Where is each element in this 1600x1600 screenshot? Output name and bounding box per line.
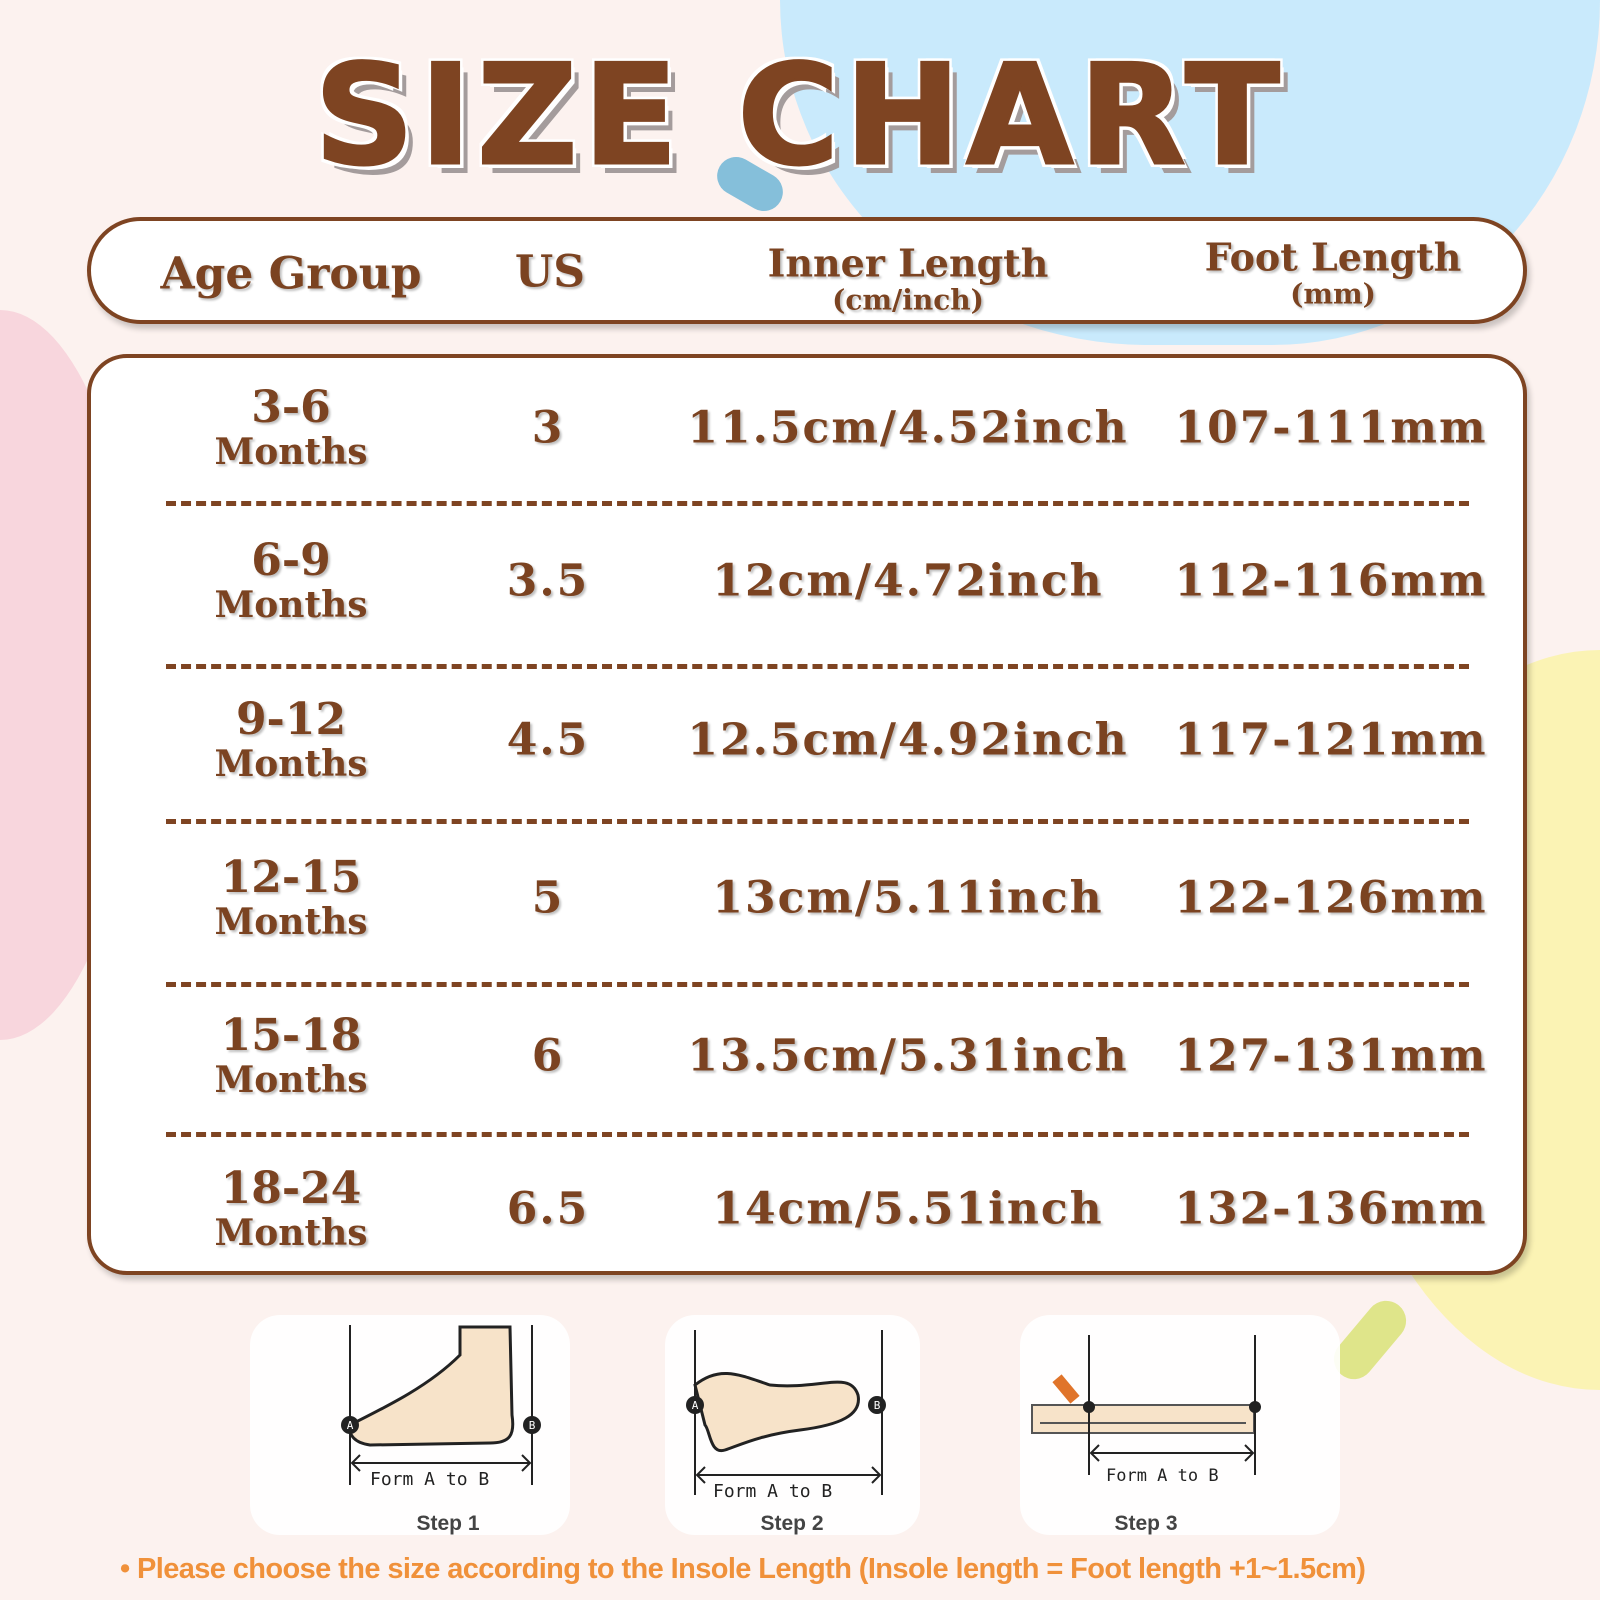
foot-length-cell: 132-136mm: [1174, 1183, 1488, 1235]
us-size-cell: 6: [531, 1030, 565, 1082]
us-size-cell: 3.5: [506, 555, 590, 607]
svg-text:B: B: [874, 1399, 881, 1412]
age-unit: Months: [214, 901, 368, 943]
age-cell: 18-24 Months: [214, 1163, 368, 1254]
age-unit: Months: [214, 584, 368, 626]
row-divider: [166, 819, 1469, 824]
inner-length-cell: 13.5cm/5.31inch: [687, 1030, 1129, 1082]
header-foot-length-unit: (mm): [1290, 277, 1376, 311]
inner-length-cell: 14cm/5.51inch: [712, 1183, 1104, 1235]
us-size-cell: 3: [531, 402, 565, 454]
row-divider: [166, 664, 1469, 669]
header-foot-length: Foot Length (mm): [1205, 235, 1462, 310]
step-3-label: Step 3: [1114, 1512, 1178, 1535]
us-size-cell: 4.5: [506, 714, 590, 766]
foot-length-cell: 107-111mm: [1174, 402, 1488, 454]
header-us: US: [514, 246, 586, 298]
svg-text:A: A: [347, 1419, 354, 1432]
header-foot-length-label: Foot Length: [1204, 234, 1462, 280]
inner-length-cell: 12cm/4.72inch: [712, 555, 1104, 607]
age-cell: 3-6 Months: [214, 382, 368, 473]
header-inner-length-label: Inner Length: [767, 240, 1049, 286]
step-2-caption: Form A to B: [713, 1481, 832, 1502]
foot-length-cell: 127-131mm: [1174, 1030, 1488, 1082]
age-range: 9-12: [235, 694, 347, 745]
inner-length-cell: 12.5cm/4.92inch: [687, 714, 1129, 766]
step-1-caption: Form A to B: [370, 1469, 489, 1490]
header-inner-length-unit: (cm/inch): [832, 283, 984, 317]
age-unit: Months: [214, 431, 368, 473]
foot-top-icon: A B Form A to B: [686, 1330, 886, 1502]
age-unit: Months: [214, 1212, 368, 1254]
age-cell: 9-12 Months: [214, 694, 368, 785]
sizing-note: • Please choose the size according to th…: [120, 1553, 1366, 1585]
age-cell: 15-18 Months: [214, 1010, 368, 1101]
age-range: 6-9: [251, 535, 331, 586]
age-range: 3-6: [251, 382, 331, 433]
row-divider: [166, 982, 1469, 987]
header-age-group: Age Group: [160, 248, 422, 300]
row-divider: [166, 1132, 1469, 1137]
step-1-label: Step 1: [416, 1512, 480, 1535]
foot-side-icon: A B Form A to B: [341, 1325, 541, 1490]
us-size-cell: 6.5: [506, 1183, 590, 1235]
age-cell: 6-9 Months: [214, 535, 368, 626]
foot-length-cell: 112-116mm: [1174, 555, 1488, 607]
header-inner-length: Inner Length (cm/inch): [768, 241, 1049, 316]
svg-text:A: A: [692, 1399, 699, 1412]
foot-length-cell: 117-121mm: [1174, 714, 1488, 766]
age-unit: Months: [214, 743, 368, 785]
age-unit: Months: [214, 1059, 368, 1101]
us-size-cell: 5: [531, 872, 565, 924]
inner-length-cell: 11.5cm/4.52inch: [687, 402, 1129, 454]
table-header: [87, 217, 1527, 324]
age-range: 12-15: [220, 852, 362, 903]
age-range: 15-18: [220, 1010, 362, 1061]
row-divider: [166, 501, 1469, 506]
table-body: [87, 354, 1527, 1275]
page-title: SIZE CHART: [313, 34, 1286, 198]
foot-length-cell: 122-126mm: [1174, 872, 1488, 924]
age-range: 18-24: [220, 1163, 362, 1214]
inner-length-cell: 13cm/5.11inch: [712, 872, 1104, 924]
svg-text:B: B: [529, 1419, 536, 1432]
step-3-caption: Form A to B: [1106, 1466, 1219, 1486]
ruler-icon: Form A to B: [1031, 1335, 1261, 1486]
step-2-label: Step 2: [760, 1512, 824, 1535]
age-cell: 12-15 Months: [214, 852, 368, 943]
